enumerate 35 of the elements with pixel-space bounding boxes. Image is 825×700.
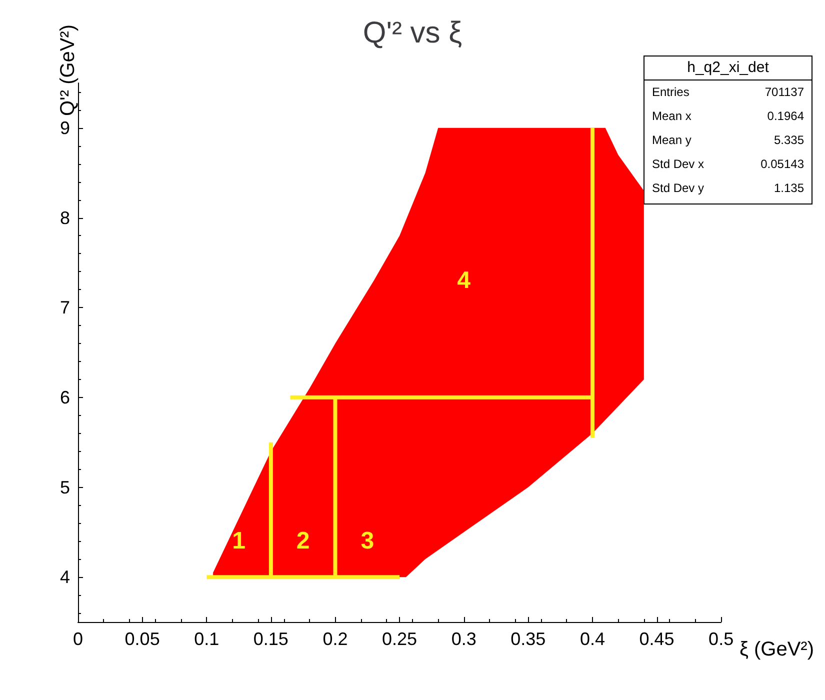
annotation: Std Dev x: [652, 157, 704, 171]
x-tick-label: 0.3: [451, 629, 476, 649]
text: 1.135: [774, 181, 804, 195]
x-axis-title: ξ (GeV²): [739, 638, 814, 660]
x-tick-label: 0.35: [510, 629, 546, 649]
text: h_q2_xi_det: [687, 59, 770, 76]
x-tick-label: 0.5: [708, 629, 734, 649]
x-tick-label: 0.1: [194, 629, 220, 649]
x-tick-label: 0.05: [124, 629, 160, 649]
annotation: 1: [232, 528, 246, 555]
x-tick-label: 0.2: [322, 629, 348, 649]
x-tick-label: 0.15: [253, 629, 288, 649]
y-tick-label: 4: [60, 567, 70, 588]
text: 0.05143: [760, 157, 804, 171]
text: 0.1964: [767, 109, 804, 123]
y-tick-label: 6: [60, 387, 70, 408]
x-tick-label: 0: [72, 629, 84, 649]
y-tick-label: 9: [60, 118, 70, 138]
x-tick-label: 0.25: [382, 629, 418, 649]
annotation: Entries: [652, 85, 690, 99]
annotation: Mean x: [652, 109, 692, 123]
text: 701137: [764, 85, 804, 99]
annotation: Std Dev y: [652, 181, 704, 195]
text: 5.335: [774, 133, 804, 147]
annotation: Mean y: [652, 133, 692, 147]
y-tick-label: 7: [60, 298, 70, 318]
annotation: 4: [457, 267, 472, 294]
annotation: 3: [360, 528, 374, 555]
x-tick-label: 0.45: [639, 629, 674, 649]
chart-title: Q'² vs ξ: [362, 16, 462, 50]
x-tick-label: 0.4: [580, 629, 605, 649]
y-axis-title: Q'² (GeV²): [57, 24, 79, 116]
y-tick-label: 8: [60, 208, 70, 228]
annotation: 2: [296, 528, 310, 555]
y-tick-label: 5: [60, 477, 70, 498]
